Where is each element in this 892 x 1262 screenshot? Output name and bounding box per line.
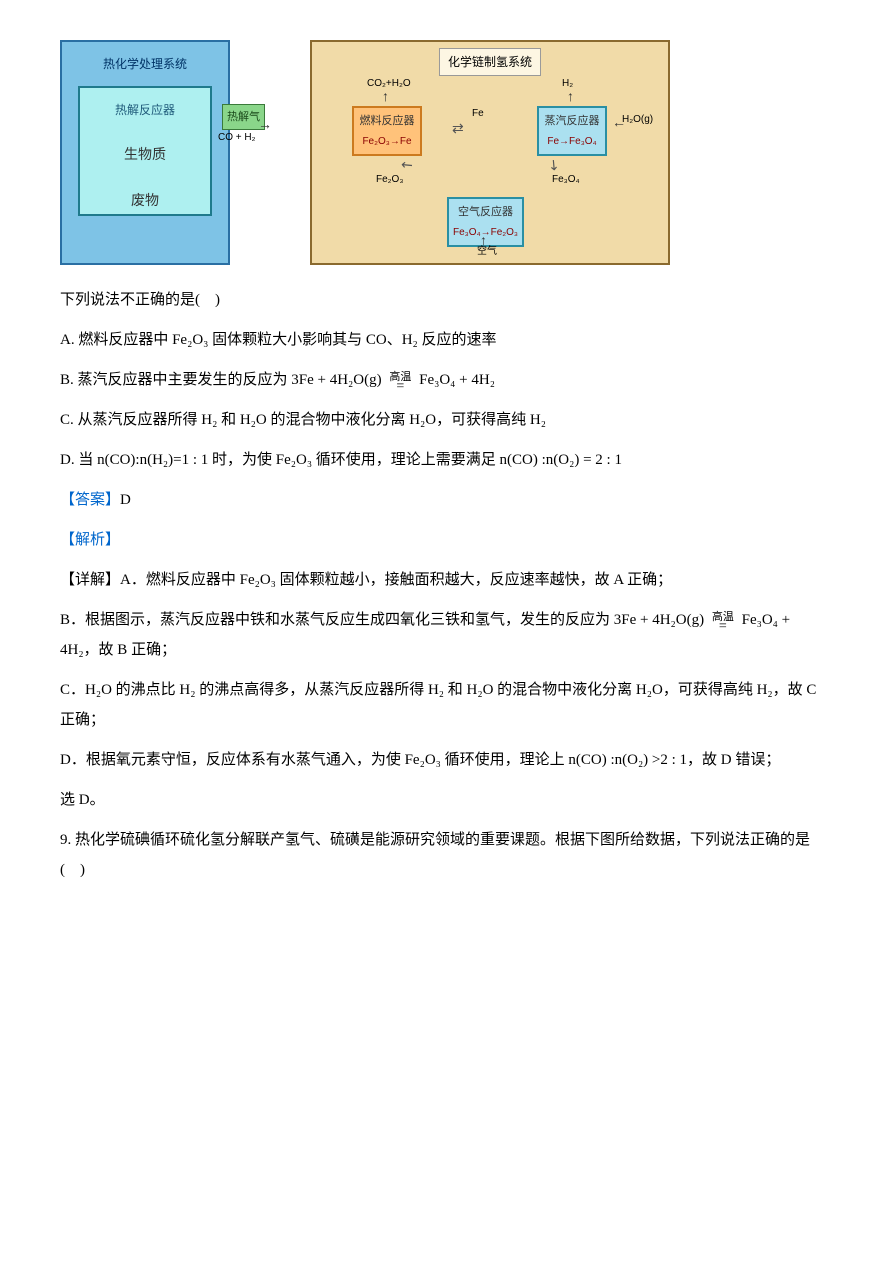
option-a: A. 燃料反应器中 Fe₂O₃ 固体颗粒大小影响其与 CO、H₂ 反应的速率 xyxy=(60,325,832,355)
analysis-label: 【解析】 xyxy=(60,525,832,555)
chemical-loop-title: 化学链制氢系统 xyxy=(439,48,541,76)
equals-icon: = xyxy=(389,383,411,390)
steam-reactor-box: 蒸汽反应器 Fe→Fe₃O₄ xyxy=(537,106,607,156)
fuel-reactor-eq: Fe₂O₃→Fe xyxy=(358,132,416,152)
fe2o3-label: Fe₂O₃ xyxy=(376,170,403,190)
question-stem: 下列说法不正确的是( ) xyxy=(60,285,832,315)
explain-b-pre: B．根据图示，蒸汽反应器中铁和水蒸气反应生成四氧化三铁和氢气，发生的反应为 3F… xyxy=(60,612,704,628)
air-reactor-name: 空气反应器 xyxy=(453,201,518,223)
arrow-right-icon: ⇄ xyxy=(452,116,462,144)
biomass-label-2: 废物 xyxy=(80,186,210,214)
fuel-reactor-name: 燃料反应器 xyxy=(358,110,416,132)
arrow-up-icon: ↑ xyxy=(567,84,574,112)
co-h2-label: CO + H₂ xyxy=(218,128,256,148)
pyrolysis-reactor-box: 热解反应器 生物质 废物 xyxy=(78,86,212,216)
answer-row: 【答案】D xyxy=(60,485,832,515)
option-b-pre: B. 蒸汽反应器中主要发生的反应为 3Fe + 4H₂O(g) xyxy=(60,372,382,388)
steam-reactor-name: 蒸汽反应器 xyxy=(543,110,601,132)
option-d: D. 当 n(CO):n(H₂)=1 : 1 时，为使 Fe₂O₃ 循环使用，理… xyxy=(60,445,832,475)
arrow-left-icon: ← xyxy=(612,110,626,138)
thermal-system-title: 热化学处理系统 xyxy=(68,52,222,76)
option-c: C. 从蒸汽反应器所得 H₂ 和 H₂O 的混合物中液化分离 H₂O，可获得高纯… xyxy=(60,405,832,435)
answer-value: D xyxy=(120,492,131,508)
reaction-condition: 高温 = xyxy=(389,371,411,390)
arrow-up-icon: ↑ xyxy=(480,228,487,256)
detail-label: 【详解】 xyxy=(60,572,120,588)
explain-b: B．根据图示，蒸汽反应器中铁和水蒸气反应生成四氧化三铁和氢气，发生的反应为 3F… xyxy=(60,605,832,665)
h2o-input-label: H₂O(g) xyxy=(622,110,653,130)
explain-a: 【详解】A．燃料反应器中 Fe₂O₃ 固体颗粒越小，接触面积越大，反应速率越快，… xyxy=(60,565,832,595)
explain-c: C．H₂O 的沸点比 H₂ 的沸点高得多，从蒸汽反应器所得 H₂ 和 H₂O 的… xyxy=(60,675,832,735)
option-b-post: Fe₃O₄ + 4H₂ xyxy=(419,372,495,388)
fe-label: Fe xyxy=(472,104,484,124)
equals-icon: = xyxy=(712,623,734,630)
fuel-reactor-box: 燃料反应器 Fe₂O₃→Fe xyxy=(352,106,422,156)
thermal-system-box: 热化学处理系统 热解反应器 生物质 废物 xyxy=(60,40,230,265)
question-9: 9. 热化学硫碘循环硫化氢分解联产氢气、硫磺是能源研究领域的重要课题。根据下图所… xyxy=(60,825,832,885)
steam-reactor-eq: Fe→Fe₃O₄ xyxy=(543,132,601,152)
process-diagram: 热化学处理系统 热解反应器 生物质 废物 热解气 CO + H₂ → 化学链制氢… xyxy=(60,40,832,265)
connector-region: 热解气 CO + H₂ → xyxy=(230,40,270,265)
option-b: B. 蒸汽反应器中主要发生的反应为 3Fe + 4H₂O(g) 高温 = Fe₃… xyxy=(60,365,832,395)
explain-d: D．根据氧元素守恒，反应体系有水蒸气通入，为使 Fe₂O₃ 循环使用，理论上 n… xyxy=(60,745,832,775)
fe3o4-label: Fe₃O₄ xyxy=(552,170,580,190)
answer-label: 【答案】 xyxy=(60,492,120,508)
pyrolysis-reactor-title: 热解反应器 xyxy=(80,98,210,122)
chemical-loop-system: 化学链制氢系统 燃料反应器 Fe₂O₃→Fe 蒸汽反应器 Fe→Fe₃O₄ 空气… xyxy=(310,40,670,265)
arrow-icon: → xyxy=(258,112,272,140)
explain-final: 选 D。 xyxy=(60,785,832,815)
reaction-condition: 高温 = xyxy=(712,611,734,630)
arrow-up-icon: ↑ xyxy=(382,84,389,112)
biomass-label-1: 生物质 xyxy=(80,140,210,168)
